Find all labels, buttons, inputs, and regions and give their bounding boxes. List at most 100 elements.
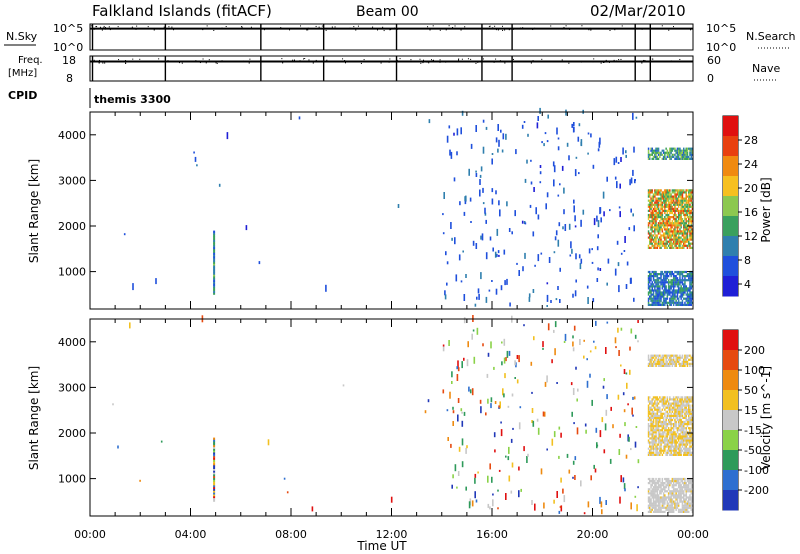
data-cell bbox=[686, 155, 689, 158]
data-cell bbox=[662, 191, 665, 194]
data-cell bbox=[690, 498, 692, 501]
data-cell bbox=[659, 496, 661, 499]
data-cell bbox=[536, 418, 539, 422]
data-cell bbox=[677, 234, 680, 237]
data-cell bbox=[683, 283, 685, 286]
data-cell bbox=[574, 456, 577, 461]
data-cell bbox=[679, 236, 681, 239]
data-cell bbox=[661, 273, 664, 276]
data-cell bbox=[657, 500, 660, 503]
data-cell bbox=[675, 230, 677, 233]
data-cell bbox=[559, 267, 561, 272]
data-cell bbox=[674, 480, 676, 483]
data-cell bbox=[680, 429, 682, 432]
y-tick-label: 3000 bbox=[58, 381, 86, 394]
data-cell bbox=[664, 486, 666, 489]
data-cell bbox=[666, 502, 669, 505]
data-cell bbox=[655, 496, 657, 499]
data-cell bbox=[112, 403, 114, 406]
data-cell bbox=[667, 281, 670, 284]
data-cell bbox=[686, 226, 689, 229]
trace-dot bbox=[439, 29, 441, 31]
data-cell bbox=[654, 155, 656, 158]
data-cell bbox=[671, 492, 674, 495]
data-cell bbox=[655, 429, 657, 432]
data-cell bbox=[662, 427, 665, 430]
data-cell bbox=[651, 429, 653, 432]
data-cell bbox=[679, 400, 681, 403]
data-cell bbox=[656, 295, 659, 298]
data-cell bbox=[647, 404, 650, 407]
data-cell bbox=[661, 414, 664, 417]
data-cell bbox=[684, 408, 686, 411]
data-cell bbox=[688, 490, 690, 493]
data-cell bbox=[676, 427, 679, 430]
data-cell bbox=[685, 445, 687, 448]
data-cell bbox=[669, 228, 671, 231]
data-cell bbox=[667, 494, 670, 497]
data-cell bbox=[463, 294, 466, 301]
data-cell bbox=[688, 506, 690, 509]
data-cell bbox=[661, 431, 664, 434]
data-cell bbox=[684, 155, 686, 158]
data-cell bbox=[683, 232, 685, 235]
data-cell bbox=[689, 427, 691, 430]
data-cell bbox=[679, 362, 681, 365]
data-cell bbox=[688, 500, 690, 503]
data-cell bbox=[491, 198, 494, 205]
data-cell bbox=[677, 149, 680, 152]
data-cell bbox=[672, 453, 675, 456]
data-cell bbox=[683, 506, 685, 509]
data-cell bbox=[662, 236, 665, 239]
data-cell bbox=[689, 400, 691, 403]
data-cell bbox=[661, 285, 664, 288]
data-cell bbox=[655, 354, 657, 357]
data-cell bbox=[569, 254, 572, 257]
data-cell bbox=[684, 488, 686, 491]
data-cell bbox=[655, 408, 657, 411]
data-cell bbox=[655, 147, 657, 150]
data-cell bbox=[510, 438, 513, 443]
trace-dot bbox=[99, 26, 101, 28]
data-cell bbox=[660, 486, 662, 489]
data-cell bbox=[502, 388, 504, 396]
data-cell bbox=[685, 234, 687, 237]
data-cell bbox=[213, 230, 216, 233]
data-cell bbox=[647, 439, 650, 442]
data-cell bbox=[478, 293, 480, 300]
data-cell bbox=[660, 441, 662, 444]
data-cell bbox=[676, 283, 679, 286]
data-cell bbox=[595, 320, 597, 326]
data-cell bbox=[655, 201, 657, 204]
data-cell bbox=[659, 155, 661, 158]
data-cell bbox=[531, 500, 533, 505]
data-cell bbox=[479, 174, 482, 178]
data-cell bbox=[674, 484, 676, 487]
data-cell bbox=[683, 490, 685, 493]
data-cell bbox=[467, 341, 469, 348]
data-cell bbox=[652, 494, 655, 497]
data-cell bbox=[665, 228, 667, 231]
data-cell bbox=[656, 416, 659, 419]
data-cell bbox=[676, 360, 679, 363]
data-cell bbox=[672, 281, 675, 284]
data-cell bbox=[679, 273, 681, 276]
data-cell bbox=[670, 157, 672, 160]
data-cell bbox=[691, 362, 694, 365]
data-cell bbox=[667, 482, 670, 485]
data-cell bbox=[651, 211, 653, 215]
data-cell bbox=[677, 283, 680, 286]
data-cell bbox=[652, 445, 655, 448]
data-cell bbox=[670, 408, 672, 411]
data-cell bbox=[664, 449, 666, 452]
data-cell bbox=[671, 508, 674, 511]
data-cell bbox=[647, 451, 650, 454]
data-cell bbox=[652, 433, 655, 436]
data-cell bbox=[666, 437, 669, 440]
data-cell bbox=[667, 155, 670, 158]
data-cell bbox=[657, 230, 660, 233]
data-cell bbox=[650, 220, 652, 223]
data-cell bbox=[662, 291, 665, 294]
data-cell bbox=[590, 133, 592, 138]
data-cell bbox=[647, 303, 650, 306]
